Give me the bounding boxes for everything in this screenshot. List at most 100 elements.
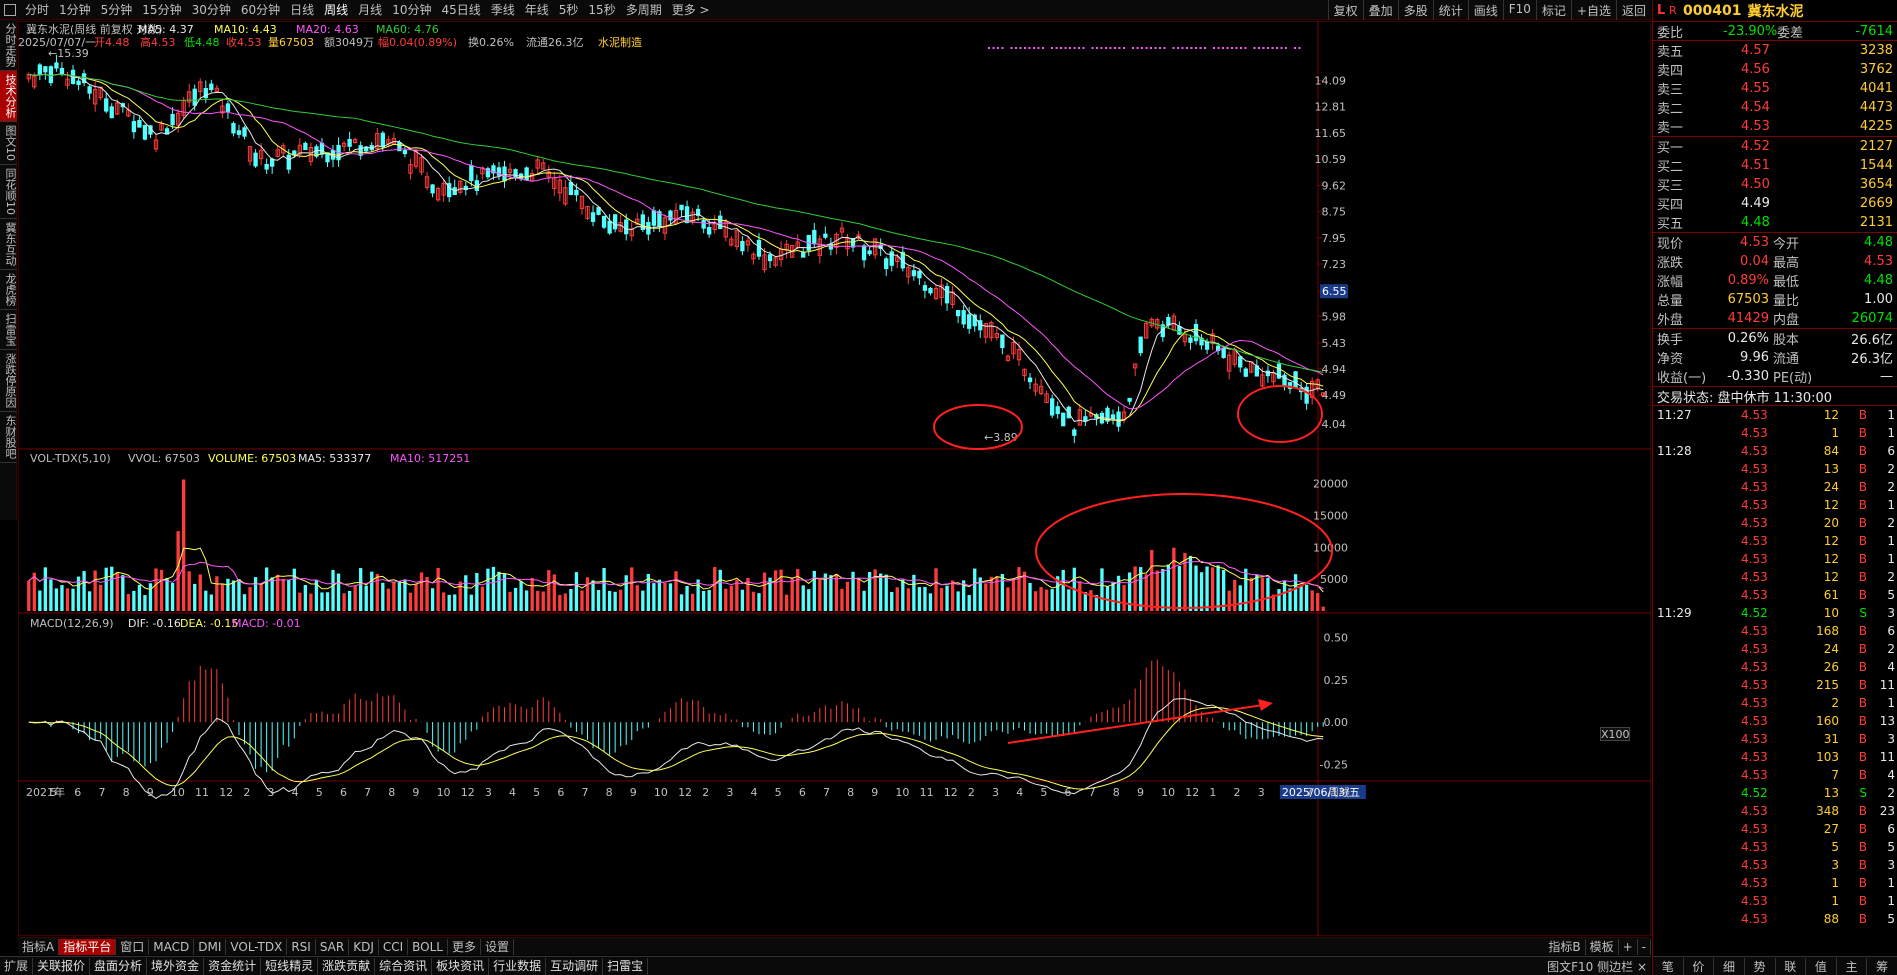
period-tab[interactable]: 5分钟 xyxy=(100,3,133,17)
left-tab[interactable]: 涨跌停原因 xyxy=(0,350,17,412)
toolbar-button[interactable]: 多股 xyxy=(1397,0,1433,20)
left-tab[interactable]: 扫雷宝 xyxy=(0,310,17,350)
bottom-nav-tab[interactable]: 互动调研 xyxy=(546,957,604,975)
quote-panel-tab[interactable]: 细 xyxy=(1714,957,1745,975)
bottom-nav-tab[interactable]: 综合资讯 xyxy=(375,957,433,975)
x-axis-label: 4 xyxy=(509,786,516,799)
left-tab[interactable]: 同花顺10 xyxy=(0,165,17,219)
quote-panel-tabs: 笔价细势联值主筹 xyxy=(1653,956,1897,975)
period-tab[interactable]: 10分钟 xyxy=(392,3,432,17)
period-tab[interactable]: 日线 xyxy=(290,3,315,17)
quote-panel-tab[interactable]: 势 xyxy=(1745,957,1776,975)
volume-bar xyxy=(314,580,319,611)
window-toggle-icon[interactable] xyxy=(4,3,16,16)
quote-panel-tab[interactable]: 价 xyxy=(1684,957,1715,975)
toolbar-button[interactable]: 画线 xyxy=(1467,0,1503,20)
bottom-nav-tab[interactable]: 境外资金 xyxy=(147,957,205,975)
bottom-nav-tab[interactable]: 资金统计 xyxy=(204,957,262,975)
toolbar-button[interactable]: 复权 xyxy=(1327,0,1363,20)
toolbar-button[interactable]: +自选 xyxy=(1570,0,1616,20)
toolbar-button[interactable]: F10 xyxy=(1502,0,1536,20)
indicator-tab[interactable]: MACD xyxy=(149,938,195,955)
period-tab[interactable]: 45日线 xyxy=(441,3,481,17)
signal-dot xyxy=(1060,47,1062,49)
period-tab[interactable]: 15秒 xyxy=(588,3,616,17)
period-tab[interactable]: 季线 xyxy=(490,3,515,17)
tick-row: 4.53 13 B 2 xyxy=(1653,460,1897,478)
period-tab[interactable]: 周线 xyxy=(324,3,349,17)
toolbar-button[interactable]: 叠加 xyxy=(1362,0,1398,20)
period-tab[interactable]: 月线 xyxy=(358,3,383,17)
toolbar-button[interactable]: 标记 xyxy=(1535,0,1571,20)
left-tab[interactable]: 图文10 xyxy=(0,122,17,165)
period-tab[interactable]: 60分钟 xyxy=(240,3,281,17)
indicator-right-tab[interactable]: + xyxy=(1619,938,1638,955)
indicator-tab[interactable]: CCI xyxy=(379,938,409,955)
indicator-tab[interactable]: BOLL xyxy=(408,938,448,955)
indicator-tab[interactable]: 指标A xyxy=(18,938,60,955)
indicator-tab[interactable]: KDJ xyxy=(349,938,379,955)
volume-bar xyxy=(347,590,352,611)
x-axis-period-label: 周线 xyxy=(1328,785,1350,799)
period-tab[interactable]: 更多 > xyxy=(671,3,710,17)
indicator-tab[interactable]: 设置 xyxy=(481,938,515,955)
quote-panel-tab[interactable]: 值 xyxy=(1806,957,1837,975)
sidebar-toggle[interactable]: 图文F10 侧边栏 × xyxy=(1547,960,1647,974)
bottom-nav-tab[interactable]: 短线精灵 xyxy=(261,957,319,975)
tick-count: 1 xyxy=(1887,552,1895,566)
candle-body xyxy=(358,145,363,156)
volume-bar xyxy=(193,583,197,611)
period-tab[interactable]: 5秒 xyxy=(558,3,579,17)
indicator-tab[interactable]: RSI xyxy=(287,938,316,955)
volume-bar xyxy=(386,588,390,611)
bottom-nav-tab[interactable]: 板块资讯 xyxy=(432,957,490,975)
bottom-nav-tab[interactable]: 涨跌贡献 xyxy=(318,957,376,975)
kline-chart[interactable]: 冀东水泥(周线 前复权 对数)MA5: 4.37 MA10: 4.43 MA20: … xyxy=(18,21,1651,936)
tick-side: B xyxy=(1858,588,1867,602)
price-axis-label: 7.95 xyxy=(1322,232,1347,245)
indicator-tab[interactable]: VOL-TDX xyxy=(226,938,288,955)
left-tab[interactable]: 分时走势 xyxy=(0,20,17,71)
volume-bar xyxy=(198,574,202,611)
indicator-tab[interactable]: 更多 xyxy=(448,938,482,955)
bottom-nav-tab[interactable]: 扫雷宝 xyxy=(603,957,649,975)
x-axis-label: 10 xyxy=(895,786,909,799)
volume-bar xyxy=(1011,578,1016,611)
bottom-nav-tab[interactable]: 盘面分析 xyxy=(90,957,148,975)
toolbar-button[interactable]: 统计 xyxy=(1432,0,1468,20)
quote-panel-tab[interactable]: 联 xyxy=(1776,957,1807,975)
left-tab[interactable]: 技术分析 xyxy=(0,71,17,122)
left-tab[interactable]: 龙虎榜 xyxy=(0,270,17,310)
period-tab[interactable]: 15分钟 xyxy=(142,3,182,17)
tick-list[interactable]: 11:27 4.53 12 B 1 4.53 1 B 1 11:28 4.53 84 B 6 4.53 13 B… xyxy=(1653,406,1897,928)
candle-body xyxy=(231,123,236,134)
volume-bar xyxy=(170,583,175,611)
left-tab[interactable]: 东财股吧 xyxy=(0,412,17,463)
quote-panel-tab[interactable]: 笔 xyxy=(1653,957,1684,975)
indicator-tab[interactable]: SAR xyxy=(316,938,350,955)
left-tab[interactable]: 冀东互动 xyxy=(0,219,17,270)
volume-bar xyxy=(862,590,866,611)
quote-panel-tab[interactable]: 筹 xyxy=(1867,958,1897,975)
period-tab[interactable]: 30分钟 xyxy=(191,3,231,17)
period-tab[interactable]: 分时 xyxy=(25,3,50,17)
candle-body xyxy=(209,83,214,91)
period-tab[interactable]: 1分钟 xyxy=(59,3,91,17)
indicator-right-tab[interactable]: - xyxy=(1638,938,1651,955)
indicator-tab[interactable]: 窗口 xyxy=(116,938,150,955)
indicator-tab[interactable]: 指标平台 xyxy=(59,938,117,955)
bottom-nav-tab[interactable]: 关联报价 xyxy=(33,957,91,975)
bottom-nav-tab[interactable]: 行业数据 xyxy=(489,957,547,975)
volume-bar xyxy=(956,591,960,611)
period-tab[interactable]: 多周期 xyxy=(625,3,662,17)
candle-body xyxy=(1055,406,1060,415)
quote-panel-tab[interactable]: 主 xyxy=(1837,957,1868,975)
period-tab[interactable]: 年线 xyxy=(524,3,549,17)
bottom-nav-tab[interactable]: 扩展 xyxy=(0,957,34,975)
indicator-right-tab[interactable]: 模板 xyxy=(1586,938,1619,955)
toolbar-button[interactable]: 返回 xyxy=(1615,0,1651,20)
indicator-tab[interactable]: DMI xyxy=(194,938,227,955)
indicator-right-tab[interactable]: 指标B xyxy=(1544,938,1586,955)
tick-count: 1 xyxy=(1887,498,1895,512)
crosshair-date-box xyxy=(1279,785,1366,799)
